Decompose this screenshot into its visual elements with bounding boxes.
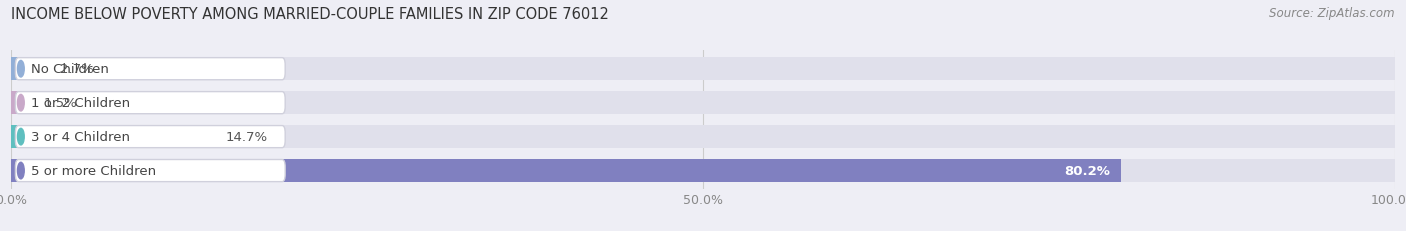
Text: 80.2%: 80.2% (1064, 164, 1109, 177)
Bar (11, 58, 1395, 81)
FancyBboxPatch shape (15, 160, 285, 182)
Text: INCOME BELOW POVERTY AMONG MARRIED-COUPLE FAMILIES IN ZIP CODE 76012: INCOME BELOW POVERTY AMONG MARRIED-COUPL… (11, 7, 609, 22)
Text: 14.7%: 14.7% (226, 131, 267, 143)
Text: 5 or more Children: 5 or more Children (31, 164, 156, 177)
Bar (11, 92, 1395, 115)
Circle shape (17, 61, 24, 78)
Bar (11, 159, 1121, 182)
FancyBboxPatch shape (15, 58, 285, 80)
Text: No Children: No Children (31, 63, 110, 76)
Text: 2.7%: 2.7% (59, 63, 93, 76)
Text: 3 or 4 Children: 3 or 4 Children (31, 131, 131, 143)
Text: 1.5%: 1.5% (44, 97, 77, 110)
Bar (11, 125, 215, 149)
Circle shape (17, 95, 24, 112)
Text: 1 or 2 Children: 1 or 2 Children (31, 97, 131, 110)
Circle shape (17, 163, 24, 179)
Bar (11, 92, 32, 115)
FancyBboxPatch shape (15, 92, 285, 114)
FancyBboxPatch shape (15, 126, 285, 148)
Circle shape (17, 129, 24, 145)
Bar (11, 125, 1395, 149)
Text: Source: ZipAtlas.com: Source: ZipAtlas.com (1270, 7, 1395, 20)
Bar (11, 159, 1395, 182)
Bar (11, 58, 49, 81)
